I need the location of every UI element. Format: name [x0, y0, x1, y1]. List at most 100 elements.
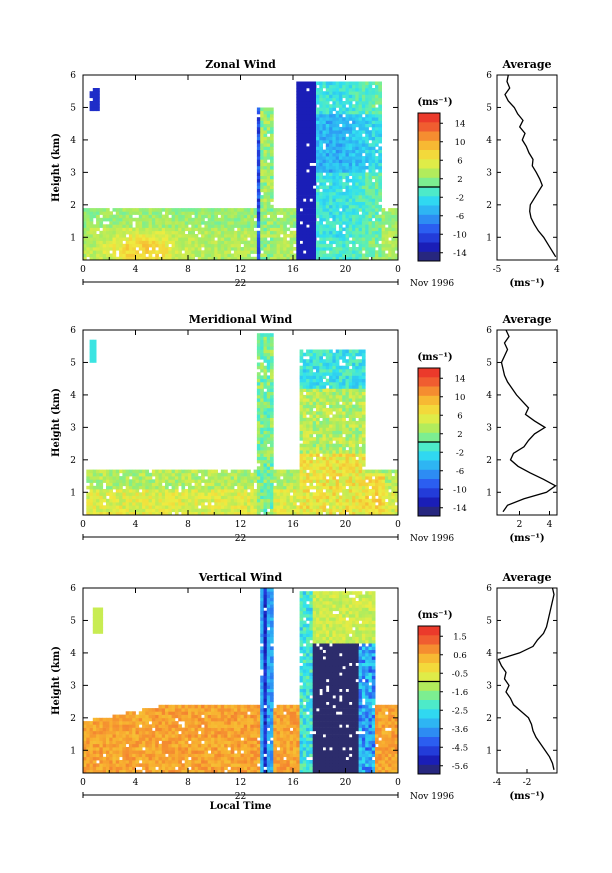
heatmap-cell [332, 482, 337, 487]
heatmap-cell [319, 508, 323, 513]
heatmap-cell [227, 240, 232, 245]
heatmap-cell [201, 221, 205, 225]
heatmap-cell [217, 511, 222, 516]
heatmap-cell [204, 253, 209, 258]
heatmap-cell [319, 120, 323, 124]
heatmap-cell [214, 208, 218, 212]
heatmap-cell [299, 195, 304, 199]
heatmap-cell [322, 175, 327, 180]
colorbar-bin [418, 479, 440, 489]
heatmap-cell [335, 133, 340, 137]
heatmap-cell [348, 443, 353, 448]
heatmap-cell [214, 482, 218, 487]
heatmap-cell [325, 394, 330, 399]
heatmap-cell [355, 217, 359, 222]
heatmap-cell [135, 479, 140, 483]
heatmap-cell [158, 492, 163, 496]
heatmap-cell [355, 204, 359, 209]
heatmap-cell [355, 230, 359, 235]
heatmap-cell [266, 420, 271, 425]
heatmap-cell [247, 482, 251, 487]
heatmap-cell [312, 165, 317, 170]
heatmap-cell [299, 178, 304, 183]
heatmap-cell [335, 411, 340, 415]
heatmap-cell [289, 256, 294, 261]
heatmap-cell [316, 394, 320, 399]
heatmap-cell [335, 165, 340, 170]
heatmap-cell [361, 420, 366, 425]
heatmap-cell [365, 188, 369, 193]
heatmap-cell [256, 482, 261, 487]
heatmap-cell [365, 156, 369, 160]
heatmap-cell [266, 113, 271, 118]
heatmap-cell [322, 165, 327, 170]
heatmap-cell [227, 208, 232, 212]
heatmap-cell [306, 126, 310, 131]
heatmap-cell [250, 224, 254, 228]
y-tick-label: 1 [70, 233, 76, 243]
heatmap-cell [201, 234, 205, 238]
heatmap-cell [375, 240, 379, 245]
heatmap-cell [263, 336, 268, 341]
heatmap-cell [361, 217, 366, 222]
heatmap-cell [250, 214, 254, 219]
heatmap-cell [338, 211, 343, 215]
heatmap-cell [197, 469, 202, 474]
heatmap-cell [342, 388, 346, 392]
heatmap-cell [342, 385, 346, 389]
heatmap-cell [332, 117, 337, 121]
heatmap-cell [201, 256, 205, 261]
heatmap-cell [335, 394, 340, 399]
heatmap-cell [263, 175, 268, 180]
x-tick-label: 12 [235, 520, 246, 530]
heatmap-cell [247, 227, 251, 232]
heatmap-cell [237, 498, 241, 503]
heatmap-cell [125, 237, 130, 241]
heatmap-cell [279, 482, 284, 487]
heatmap-cell [361, 101, 366, 105]
heatmap-cell [270, 505, 274, 509]
heatmap-cell [316, 381, 320, 386]
heatmap-cell [302, 172, 307, 176]
heatmap-cell [92, 495, 97, 500]
heatmap-cell [348, 427, 353, 431]
heatmap-cell [348, 417, 353, 422]
heatmap-cell [240, 498, 245, 503]
heatmap-cell [155, 489, 159, 493]
heatmap-cell [365, 482, 369, 487]
heatmap-cell [207, 243, 212, 248]
heatmap-cell [119, 492, 123, 496]
heatmap-cell [358, 349, 363, 354]
heatmap-cell [335, 139, 340, 144]
heatmap-cell [256, 152, 261, 157]
heatmap-cell [319, 97, 323, 102]
heatmap-cell [266, 411, 271, 415]
heatmap-cell [316, 91, 320, 95]
heatmap-cell [358, 352, 363, 357]
heatmap-cell [322, 188, 327, 193]
heatmap-cell [299, 469, 304, 474]
heatmap-cell [119, 469, 123, 474]
heatmap-cell [319, 146, 323, 150]
heatmap-cell [184, 479, 189, 483]
profile-x-tick-label: 2 [517, 520, 523, 530]
heatmap-cell [204, 492, 209, 496]
heatmap-cell [338, 446, 343, 451]
heatmap-cell [345, 427, 350, 431]
heatmap-cell [96, 256, 100, 261]
heatmap-cell [201, 498, 205, 503]
heatmap-cell [270, 136, 274, 141]
heatmap-cell [161, 256, 166, 261]
heatmap-cell [237, 208, 241, 212]
heatmap-cell [263, 113, 268, 118]
heatmap-cell [237, 495, 241, 500]
heatmap-cell [316, 430, 320, 435]
heatmap-cell [352, 352, 356, 357]
heatmap-cell [375, 253, 379, 258]
heatmap-cell [89, 505, 94, 509]
heatmap-cell [296, 97, 300, 102]
heatmap-cell [168, 208, 172, 212]
heatmap-cell [332, 414, 337, 418]
heatmap-cell [302, 117, 307, 121]
heatmap-cell [233, 472, 238, 477]
